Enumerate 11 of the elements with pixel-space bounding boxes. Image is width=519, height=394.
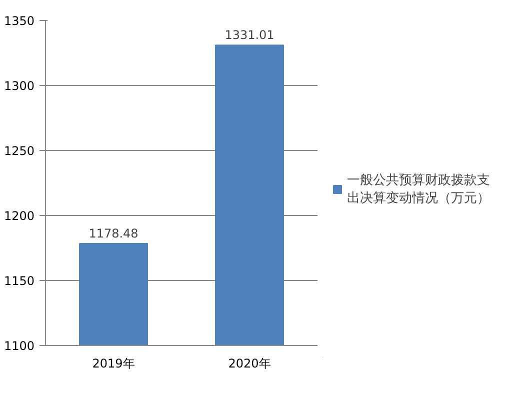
y-tick-label: 1300 — [4, 79, 35, 93]
y-tick-label: 1150 — [4, 274, 35, 288]
x-tick-label: 2019年 — [92, 356, 135, 370]
y-tick-label: 1200 — [4, 209, 35, 223]
y-tick-label: 1350 — [4, 14, 35, 28]
legend-label: 一般公共预算财政拨款支出决算变动情况（万元） — [347, 172, 490, 206]
data-label: 1178.48 — [88, 226, 138, 240]
y-tick-label: 1100 — [4, 339, 35, 353]
data-label: 1331.01 — [224, 28, 274, 42]
x-tick-label: 2020年 — [228, 356, 271, 370]
y-tick-label: 1250 — [4, 144, 35, 158]
